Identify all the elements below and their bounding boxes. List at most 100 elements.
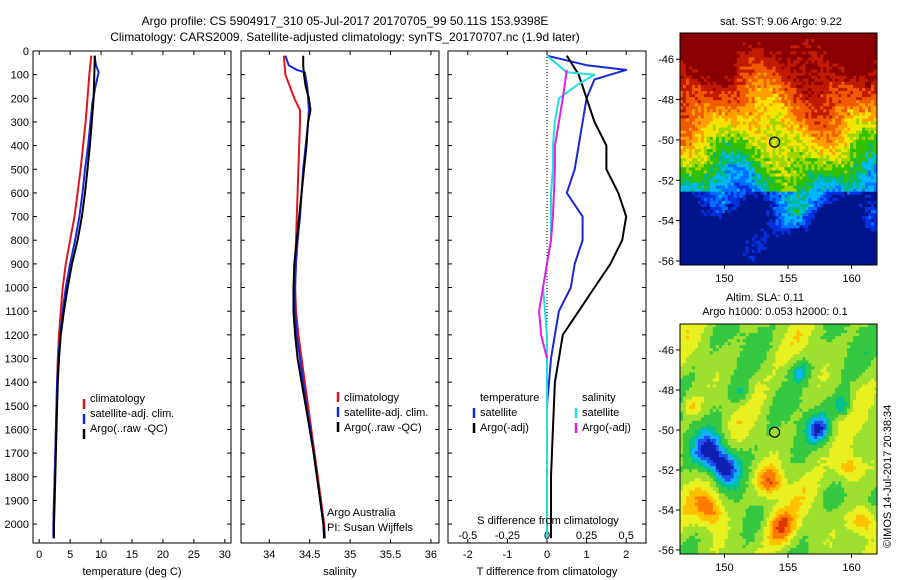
map-cell	[712, 228, 717, 233]
map-cell	[856, 121, 860, 126]
map-cell	[814, 173, 818, 178]
map-cell	[736, 240, 741, 245]
map-cell	[808, 173, 812, 178]
map-cell	[733, 133, 738, 138]
map-cell	[682, 51, 687, 55]
map-cell	[799, 121, 803, 126]
map-cell	[829, 91, 833, 95]
map-cell	[748, 63, 753, 68]
map-cell	[745, 45, 750, 49]
map-cell	[817, 42, 821, 46]
map-cell	[826, 213, 830, 217]
map-cell	[856, 210, 860, 214]
map-cell	[709, 112, 714, 117]
map-cell	[748, 149, 753, 153]
map-cell	[874, 207, 877, 211]
map-cell	[787, 207, 792, 211]
map-cell	[715, 87, 720, 92]
map-cell	[757, 228, 762, 233]
map-cell	[727, 167, 732, 171]
map-cell	[757, 36, 762, 40]
map-cell	[811, 197, 815, 202]
map-cell	[745, 112, 750, 117]
map-cell	[721, 94, 726, 98]
map-cell	[835, 127, 839, 132]
map-cell	[775, 219, 780, 223]
map-cell	[680, 176, 684, 181]
map-cell	[700, 231, 705, 236]
map-cell	[766, 185, 771, 190]
map-cell	[790, 149, 795, 153]
map-cell	[706, 136, 711, 141]
map-cell	[847, 100, 851, 104]
map-cell	[760, 176, 765, 181]
map-cell	[748, 57, 753, 62]
map-cell	[682, 106, 687, 110]
map-cell	[856, 118, 860, 123]
map-cell	[772, 231, 777, 236]
map-cell	[817, 216, 821, 220]
map-cell	[700, 84, 705, 89]
map-cell	[868, 103, 872, 107]
map-cell	[712, 191, 717, 196]
map-cell	[811, 60, 815, 65]
map-cell	[853, 66, 857, 71]
map-cell	[808, 115, 812, 120]
map-cell	[703, 72, 708, 77]
map-cell	[712, 185, 717, 190]
map-cell	[826, 91, 830, 95]
map-cell	[808, 81, 812, 86]
map-cell	[856, 97, 860, 101]
map-cell	[841, 60, 845, 65]
map-cell	[772, 200, 777, 205]
map-cell	[709, 54, 714, 59]
map-cell	[772, 36, 777, 40]
map-cell	[700, 237, 705, 242]
map-cell	[680, 69, 684, 74]
map-cell	[754, 194, 759, 199]
map-cell	[829, 173, 833, 178]
map-cell	[862, 97, 866, 101]
map-cell	[850, 176, 854, 181]
map-cell	[706, 39, 711, 43]
map-cell	[808, 213, 812, 217]
map-cell	[742, 155, 747, 159]
map-cell	[871, 228, 875, 233]
map-cell	[757, 222, 762, 226]
map-cell	[742, 188, 747, 193]
map-cell	[727, 81, 732, 86]
map-cell	[766, 84, 771, 89]
map-cell	[712, 158, 717, 162]
map-cell	[733, 139, 738, 144]
map-cell	[835, 213, 839, 217]
map-cell	[733, 191, 738, 196]
map-cell	[718, 158, 723, 162]
map-cell	[760, 240, 765, 245]
map-cell	[680, 97, 684, 101]
map-cell	[730, 149, 735, 153]
map-cell	[718, 72, 723, 77]
map-cell	[778, 145, 783, 150]
map-cell	[820, 78, 824, 83]
map-cell	[871, 33, 875, 37]
map-cell	[859, 130, 863, 135]
map-cell	[769, 200, 774, 205]
map-cell	[859, 57, 863, 62]
map-cell	[820, 103, 824, 107]
map-cell	[715, 78, 720, 83]
map-cell	[739, 155, 744, 159]
map-cell	[745, 139, 750, 144]
map-cell	[757, 63, 762, 68]
map-cell	[709, 66, 714, 71]
map-cell	[871, 246, 875, 251]
map-cell	[745, 136, 750, 141]
map-cell	[832, 97, 836, 101]
map-cell	[814, 185, 818, 190]
map-cell	[823, 115, 827, 120]
map-cell	[769, 188, 774, 193]
map-cell	[832, 234, 836, 239]
map-cell	[841, 194, 845, 199]
map-cell	[847, 39, 851, 43]
map-cell	[850, 51, 854, 55]
map-cell	[715, 130, 720, 135]
